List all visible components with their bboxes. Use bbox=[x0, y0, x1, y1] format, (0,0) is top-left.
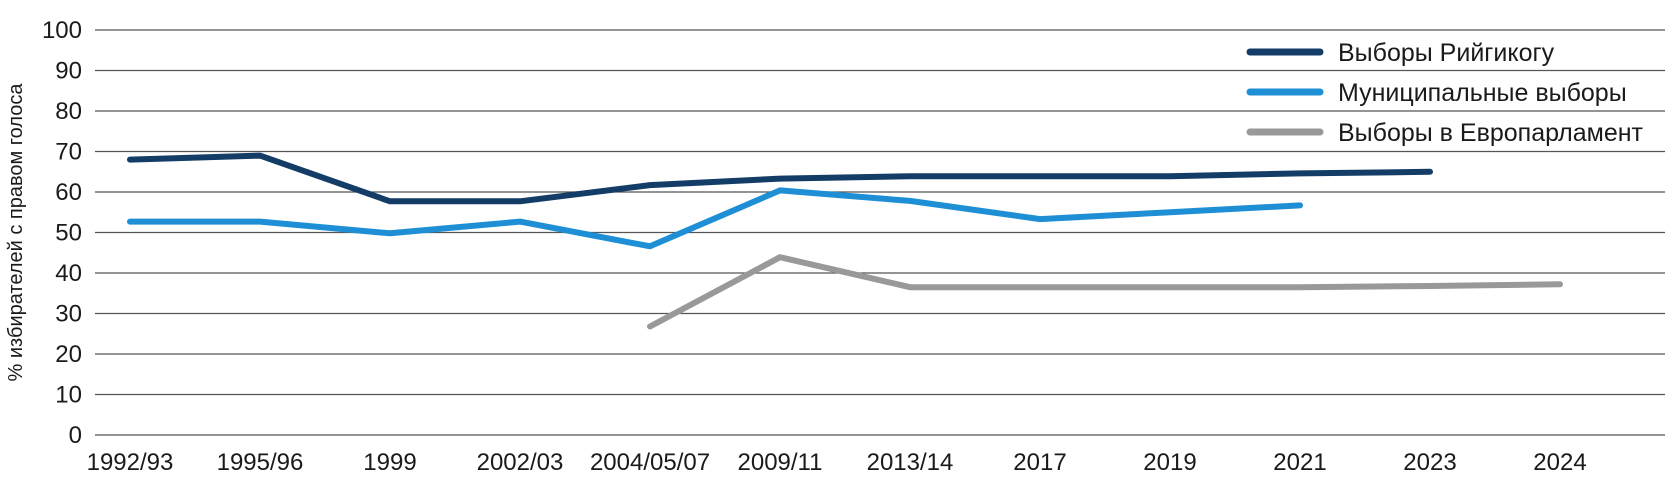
y-tick-label: 80 bbox=[55, 98, 82, 125]
series-line-0 bbox=[127, 152, 1433, 205]
x-tick-label: 1992/93 bbox=[87, 449, 174, 476]
series-line-2 bbox=[647, 254, 1563, 330]
y-tick-label: 30 bbox=[55, 301, 82, 328]
legend-label-1: Муниципальные выборы bbox=[1338, 79, 1627, 107]
series-line-1 bbox=[127, 187, 1303, 250]
x-tick-label: 2002/03 bbox=[477, 449, 564, 476]
y-tick-labels: 0 10 20 30 40 50 60 70 80 90 100 bbox=[42, 17, 82, 449]
y-tick-label: 70 bbox=[55, 139, 82, 166]
x-tick-label: 2009/11 bbox=[738, 449, 823, 476]
legend: Выборы Рийгикогу Муниципальные выборы Выбо… bbox=[1246, 39, 1644, 147]
x-tick-label: 2024 bbox=[1533, 449, 1586, 476]
x-tick-label: 2013/14 bbox=[867, 449, 954, 476]
series-lines bbox=[127, 152, 1563, 330]
y-tick-label: 60 bbox=[55, 179, 82, 206]
x-tick-label: 2023 bbox=[1403, 449, 1456, 476]
x-tick-labels: 1992/93 1995/96 1999 2002/03 2004/05/07 2009/… bbox=[87, 449, 1587, 476]
y-tick-label: 10 bbox=[55, 382, 82, 409]
x-tick-label: 2021 bbox=[1273, 449, 1326, 476]
y-tick-label: 100 bbox=[42, 17, 82, 44]
legend-label-2: Выборы в Европарламент bbox=[1338, 119, 1644, 147]
x-tick-label: 1999 bbox=[363, 449, 416, 476]
x-tick-label: 2019 bbox=[1143, 449, 1196, 476]
y-tick-label: 0 bbox=[69, 422, 82, 449]
legend-label-0: Выборы Рийгикогу bbox=[1338, 39, 1555, 67]
y-axis-title: % избирателей с правом голоса bbox=[5, 83, 27, 382]
x-tick-label: 2017 bbox=[1013, 449, 1066, 476]
y-tick-label: 40 bbox=[55, 260, 82, 287]
y-tick-label: 50 bbox=[55, 220, 82, 247]
y-tick-label: 20 bbox=[55, 341, 82, 368]
y-tick-label: 90 bbox=[55, 58, 82, 85]
x-tick-label: 2004/05/07 bbox=[590, 449, 710, 476]
x-tick-label: 1995/96 bbox=[217, 449, 304, 476]
